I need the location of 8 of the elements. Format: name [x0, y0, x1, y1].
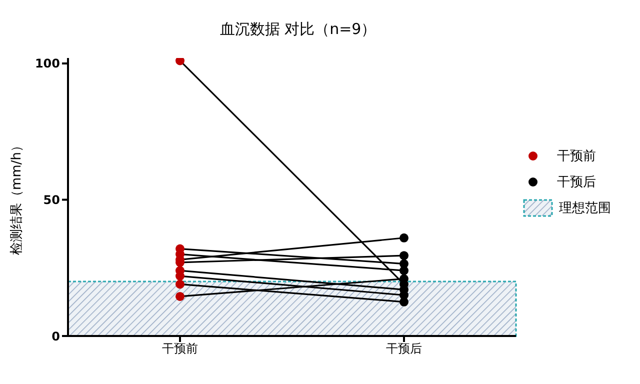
y-tick-label: 0: [52, 329, 60, 344]
chart-title: 血沉数据 对比（n=9）: [218, 20, 378, 39]
legend-label: 理想范围: [559, 200, 611, 217]
legend-label: 干预前: [557, 148, 596, 165]
y-axis-title: 检测结果（mm/h）: [10, 139, 25, 255]
y-tick-label: 50: [43, 192, 60, 207]
y-tick-label: 100: [34, 56, 60, 71]
legend-label: 干预后: [557, 174, 596, 191]
